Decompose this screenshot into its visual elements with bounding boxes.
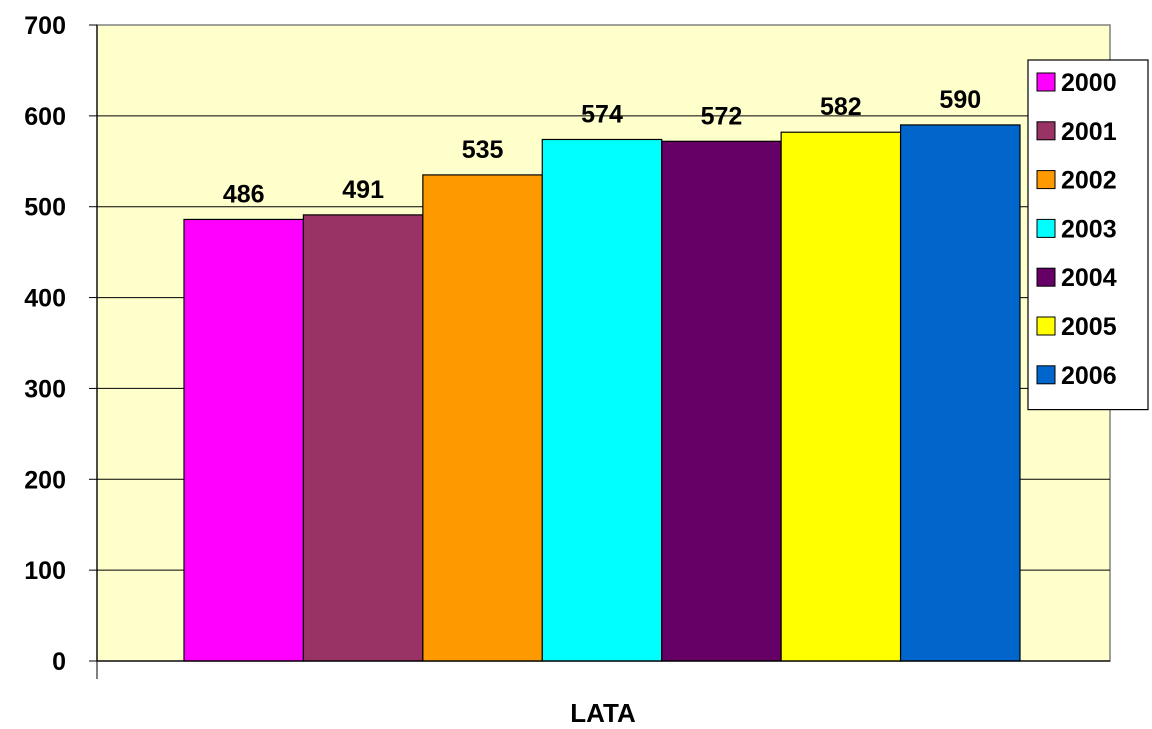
legend-label-2004: 2004 [1061, 264, 1117, 292]
legend-label-2001: 2001 [1061, 118, 1117, 146]
legend-swatch-2000 [1036, 72, 1056, 92]
legend-swatch-2003 [1036, 218, 1056, 238]
legend-label-2005: 2005 [1061, 313, 1117, 341]
data-label-2005: 582 [820, 93, 862, 121]
bar-2003 [541, 138, 663, 662]
legend-swatch-2006 [1036, 365, 1056, 385]
data-label-2000: 486 [223, 180, 265, 208]
legend-label-2006: 2006 [1061, 362, 1117, 390]
legend-swatch-2005 [1036, 316, 1056, 336]
legend-swatch-2002 [1036, 170, 1056, 190]
y-tick-label: 400 [24, 285, 66, 313]
legend: 2000 2001 2002 2003 2004 2005 2006 [1027, 59, 1149, 411]
data-label-2004: 572 [701, 102, 743, 130]
bars [183, 124, 1021, 662]
y-tick-label: 600 [24, 103, 66, 131]
y-axis: 0 100 200 300 400 500 600 700 [24, 12, 1110, 679]
bar-2000 [183, 218, 305, 662]
legend-swatch-2001 [1036, 121, 1056, 141]
bar-2004 [661, 140, 782, 662]
legend-label-2002: 2002 [1061, 167, 1117, 195]
y-tick-label: 0 [52, 648, 66, 676]
legend-label-2000: 2000 [1061, 69, 1117, 97]
y-tick-label: 700 [24, 12, 66, 40]
y-tick-label: 300 [24, 375, 66, 403]
legend-label-2003: 2003 [1061, 215, 1117, 243]
y-tick-label: 500 [24, 194, 66, 222]
x-axis-title: LATA [570, 698, 636, 728]
data-label-2002: 535 [462, 136, 504, 164]
y-tick-label: 200 [24, 466, 66, 494]
legend-swatch-2004 [1036, 267, 1056, 287]
bar-2006 [899, 124, 1021, 662]
data-labels: 486 491 535 574 572 582 590 [223, 86, 981, 208]
y-tick-label: 100 [24, 557, 66, 585]
data-label-2001: 491 [342, 176, 384, 204]
data-label-2006: 590 [939, 86, 981, 114]
bar-2002 [422, 174, 543, 662]
bar-2001 [302, 214, 424, 662]
data-label-2003: 574 [581, 100, 623, 128]
bar-2005 [780, 131, 902, 662]
